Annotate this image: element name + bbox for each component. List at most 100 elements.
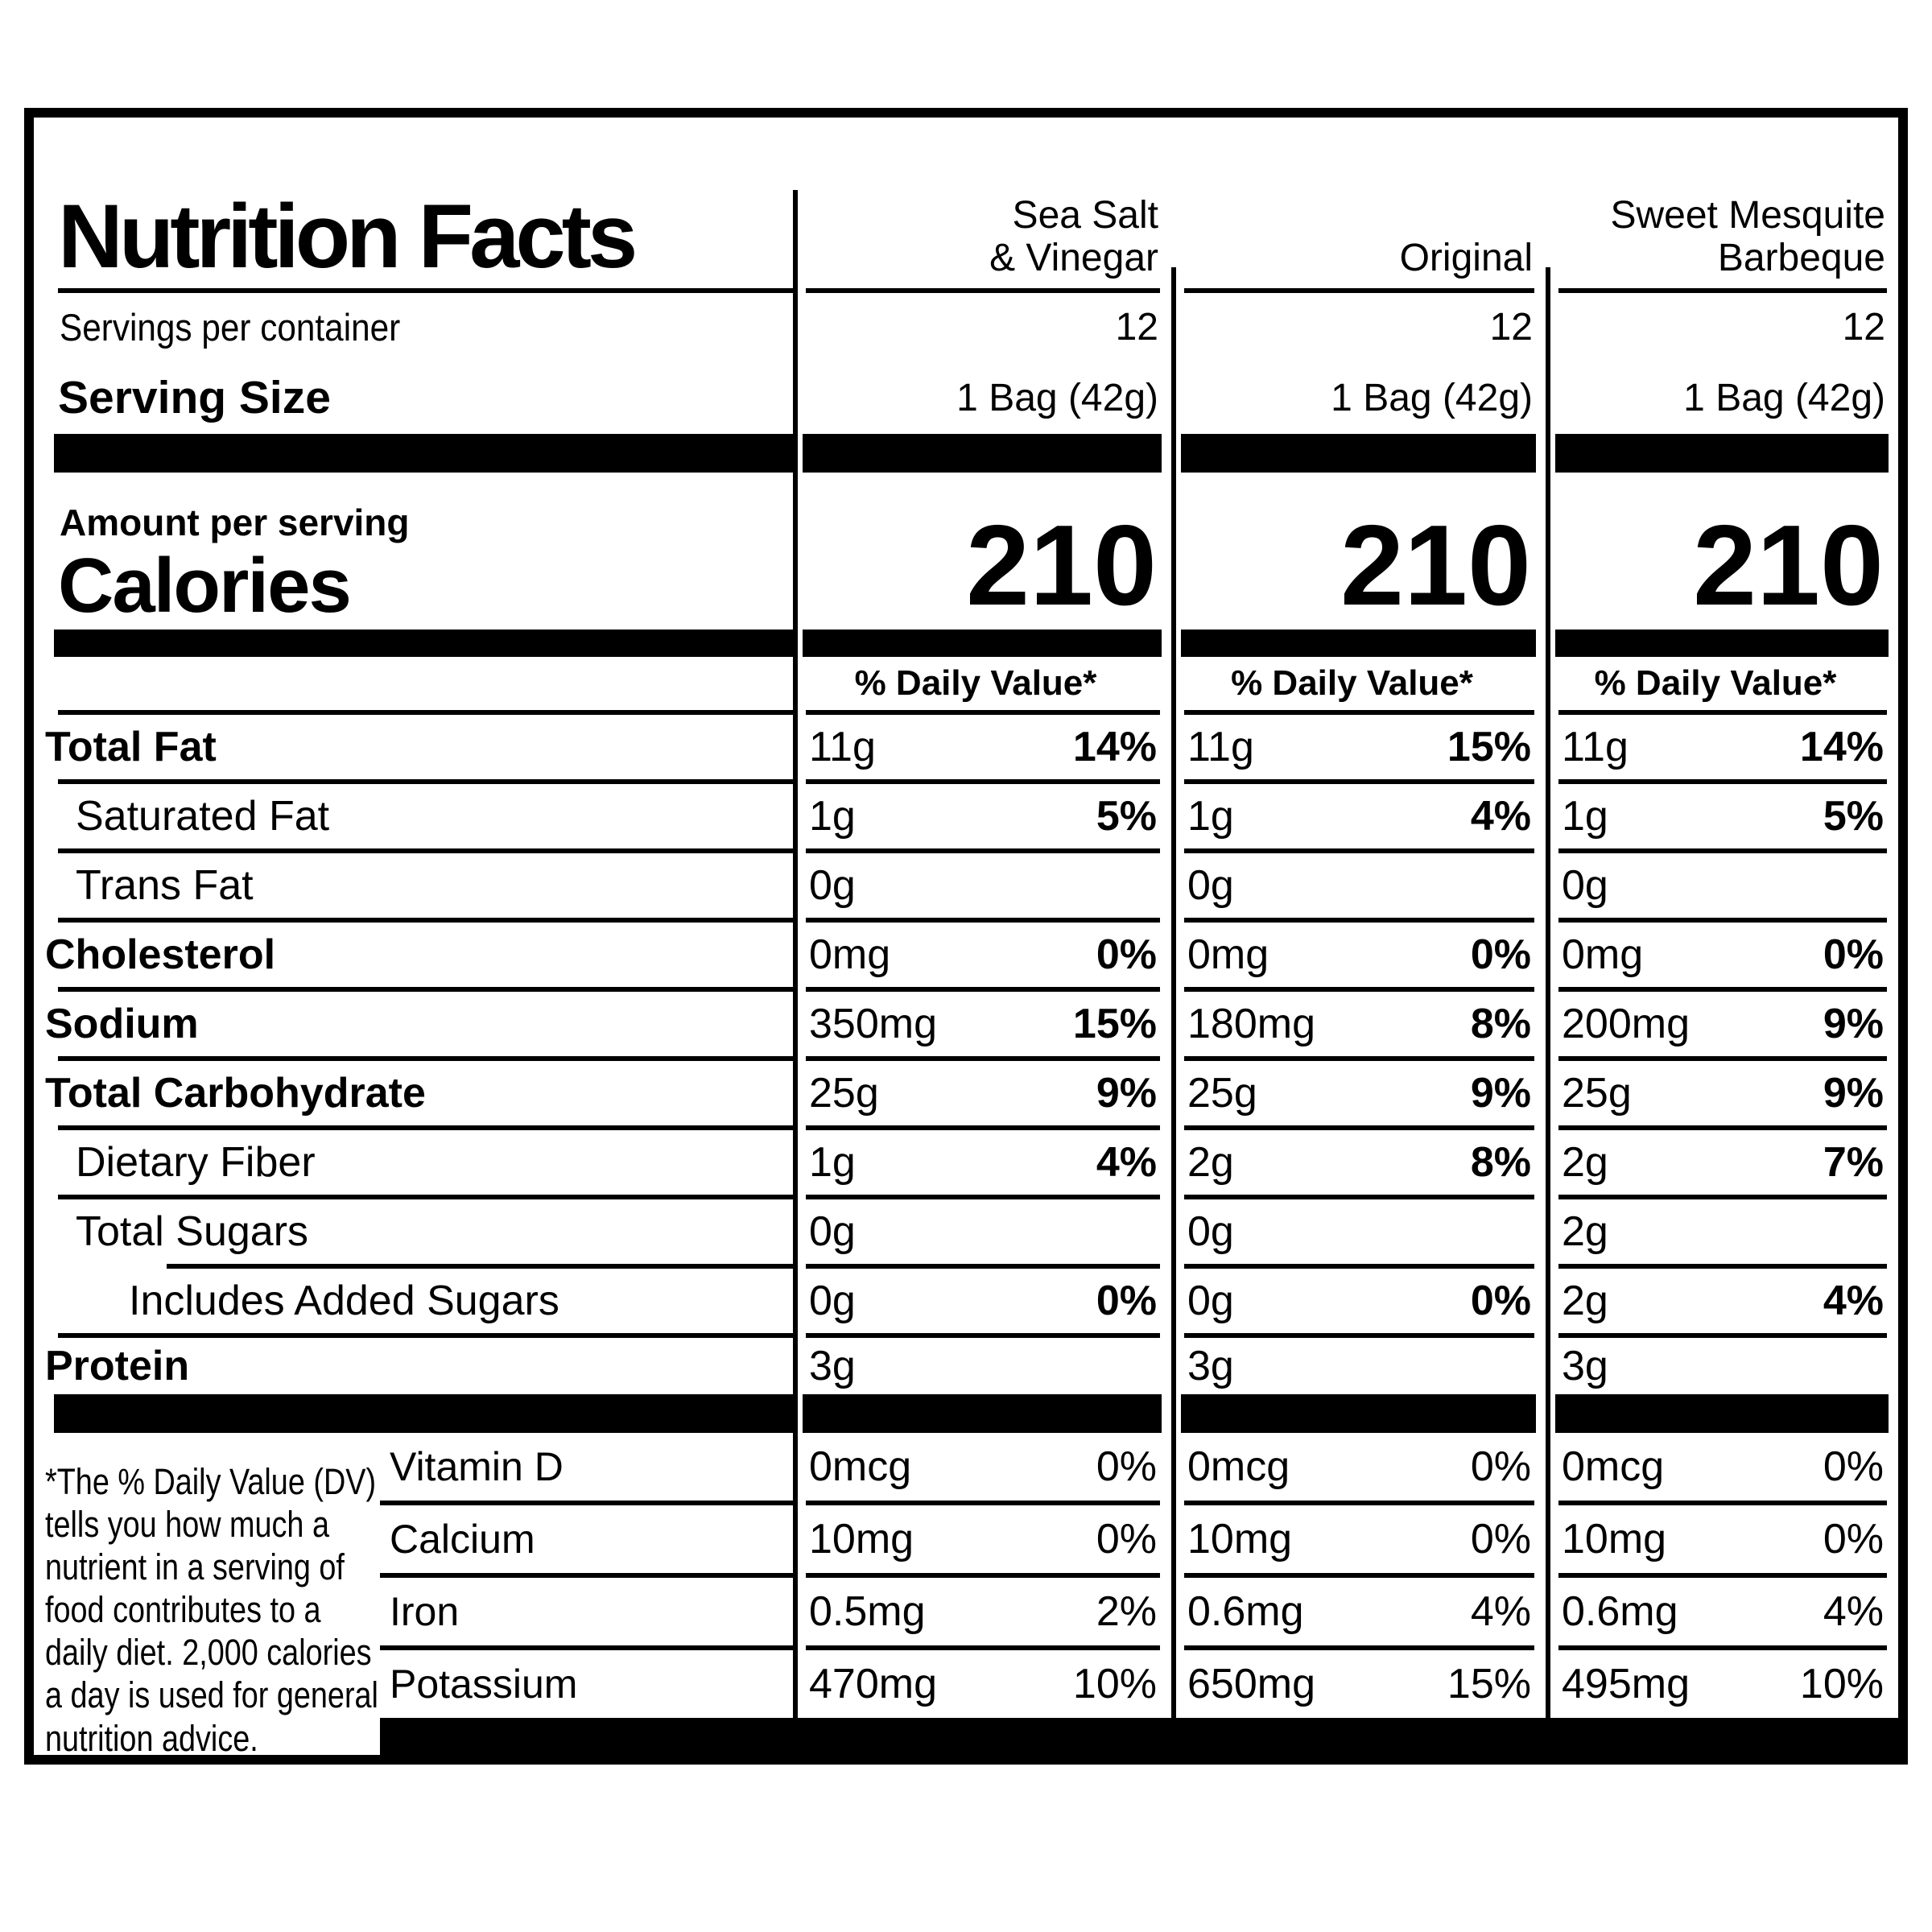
serving-size-row: 1 Bag (42g): [793, 361, 1171, 434]
amount: 180mg: [1187, 1001, 1315, 1047]
nutrient-value-row: 0g 0%: [1171, 1269, 1546, 1333]
hairline-divider: [1184, 1333, 1534, 1338]
daily-value-percent: 14%: [1799, 724, 1884, 770]
flavor-name-area: Sweet Mesquite Barbeque: [1546, 118, 1898, 288]
flavor-name: Sea Salt & Vinegar: [989, 193, 1158, 280]
hairline-divider: [58, 1125, 793, 1130]
hairline-divider: [1558, 1125, 1887, 1130]
daily-value-header-row: % Daily Value*: [1546, 657, 1898, 710]
amount: 0.6mg: [1187, 1588, 1304, 1635]
hairline-divider: [1558, 1264, 1887, 1269]
daily-value-percent: 0%: [1823, 1516, 1884, 1563]
label-header: Nutrition Facts Servings per container S…: [34, 118, 793, 434]
amount: 1g: [1562, 793, 1608, 840]
thick-divider-bar: [54, 630, 793, 657]
thick-divider-bar: [54, 1394, 793, 1433]
daily-value-percent: 0%: [1823, 931, 1884, 978]
hairline-divider: [58, 1333, 793, 1338]
hairline-divider: [58, 1056, 793, 1061]
hairline-divider: [806, 288, 1160, 293]
hairline-divider: [806, 1645, 1160, 1650]
flavor-name-area: Sea Salt & Vinegar: [793, 118, 1171, 288]
amount: 3g: [1187, 1343, 1234, 1389]
daily-value-percent: 8%: [1470, 1001, 1531, 1047]
amount: 10mg: [1562, 1516, 1667, 1563]
amount: 0g: [809, 1208, 856, 1255]
vertical-divider: [793, 190, 798, 1755]
calories-block: 210: [1546, 473, 1898, 630]
vitamin-value-row: 0mcg 0%: [793, 1433, 1171, 1501]
vitamin-name-row: Potassium: [380, 1650, 793, 1718]
nutrient-value-row: 2g: [1546, 1199, 1898, 1264]
panel-title: Nutrition Facts: [58, 186, 638, 287]
amount: 650mg: [1187, 1661, 1315, 1707]
nutrient-value-row: 1g 4%: [1171, 784, 1546, 848]
hairline-divider: [1558, 710, 1887, 715]
daily-value-percent: 7%: [1823, 1139, 1884, 1186]
hairline-divider: [58, 1195, 793, 1199]
amount: 1g: [809, 793, 856, 840]
serving-size-label: Serving Size: [58, 372, 331, 423]
daily-value-percent: 15%: [1072, 1001, 1157, 1047]
nutrient-value-row: 2g 4%: [1546, 1269, 1898, 1333]
daily-value-percent: 0%: [1470, 1516, 1531, 1563]
servings-count: 12: [1489, 306, 1533, 349]
nutrient-value-row: 3g: [1546, 1338, 1898, 1394]
vitamin-name-row: Iron: [380, 1578, 793, 1645]
nutrient-value-row: 0g: [1171, 1199, 1546, 1264]
nutrient-value-row: 180mg 8%: [1171, 992, 1546, 1056]
servings-per-container-label: Servings per container: [60, 306, 401, 349]
hairline-divider: [1184, 1195, 1534, 1199]
bottom-divider-bar: [380, 1718, 793, 1755]
calories-block: 210: [1171, 473, 1546, 630]
bottom-divider-bar: [1546, 1718, 1898, 1755]
vitamin-value-row: 650mg 15%: [1171, 1650, 1546, 1718]
nutrient-value-row: 11g 14%: [1546, 715, 1898, 779]
daily-value-percent: 0%: [1823, 1443, 1884, 1490]
title-area: Nutrition Facts: [34, 118, 793, 288]
vitamin-value-row: 0.5mg 2%: [793, 1578, 1171, 1645]
amount: 25g: [1187, 1070, 1257, 1117]
flavor-column-sweet-mesquite-barbeque: Sweet Mesquite Barbeque 12 1 Bag (42g) 2…: [1546, 118, 1898, 1755]
daily-value-percent: 4%: [1470, 1588, 1531, 1635]
hairline-divider: [1558, 1501, 1887, 1505]
nutrient-name: Sodium: [45, 1001, 199, 1047]
nutrient-value-row: 1g 4%: [793, 1130, 1171, 1195]
servings-per-container-row: Servings per container: [34, 293, 793, 361]
vertical-divider: [1546, 267, 1550, 1755]
nutrient-value-row: 25g 9%: [1171, 1061, 1546, 1125]
nutrient-name-row: Total Fat: [34, 715, 793, 779]
servings-count-row: 12: [1546, 293, 1898, 361]
nutrient-name-row: Protein: [34, 1338, 793, 1394]
calories-value: 210: [966, 502, 1157, 630]
hairline-divider: [1558, 1056, 1887, 1061]
hairline-divider: [58, 710, 793, 715]
nutrient-value-row: 11g 15%: [1171, 715, 1546, 779]
nutrient-name-row: Cholesterol: [34, 923, 793, 987]
daily-value-percent: 2%: [1096, 1588, 1157, 1635]
nutrient-value-row: 0g: [1171, 853, 1546, 918]
amount: 1g: [809, 1139, 856, 1186]
calories-value: 210: [1693, 502, 1884, 630]
nutrient-name: Dietary Fiber: [76, 1139, 316, 1186]
nutrient-value-row: 3g: [793, 1338, 1171, 1394]
daily-value-percent: 14%: [1072, 724, 1157, 770]
title-underline: [58, 288, 793, 293]
amount: 0g: [1187, 1278, 1234, 1324]
daily-value-percent: 4%: [1470, 793, 1531, 840]
bottom-divider-bar: [1171, 1718, 1546, 1755]
hairline-divider: [380, 1573, 793, 1578]
vitamin-name: Calcium: [390, 1517, 535, 1562]
daily-value-percent: 0%: [1096, 931, 1157, 978]
daily-value-percent: 9%: [1823, 1070, 1884, 1117]
calories-block: Amount per serving Calories: [34, 473, 793, 630]
hairline-divider: [1558, 779, 1887, 784]
amount: 200mg: [1562, 1001, 1690, 1047]
hairline-divider: [1184, 1645, 1534, 1650]
thick-divider-bar: [1181, 434, 1536, 473]
amount: 10mg: [809, 1516, 914, 1563]
calories-label: Calories: [58, 543, 352, 629]
flavor-column-sea-salt-vinegar: Sea Salt & Vinegar 12 1 Bag (42g) 210 % …: [793, 118, 1171, 1755]
nutrient-name: Total Sugars: [76, 1208, 309, 1255]
